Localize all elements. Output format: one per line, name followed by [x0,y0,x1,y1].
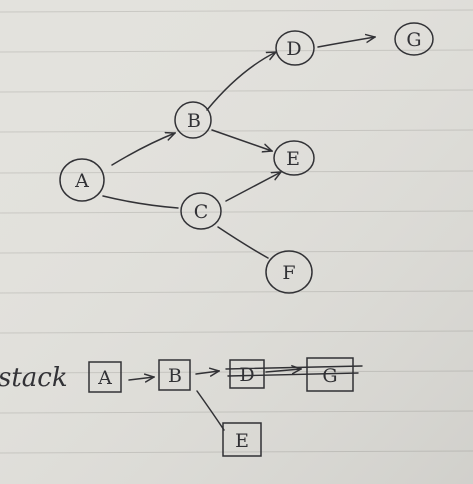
paper-shade [0,0,473,484]
sketch: A B C D E F G stack A B D G E [0,0,473,484]
notebook-page: A B C D E F G stack A B D G E [0,0,473,484]
